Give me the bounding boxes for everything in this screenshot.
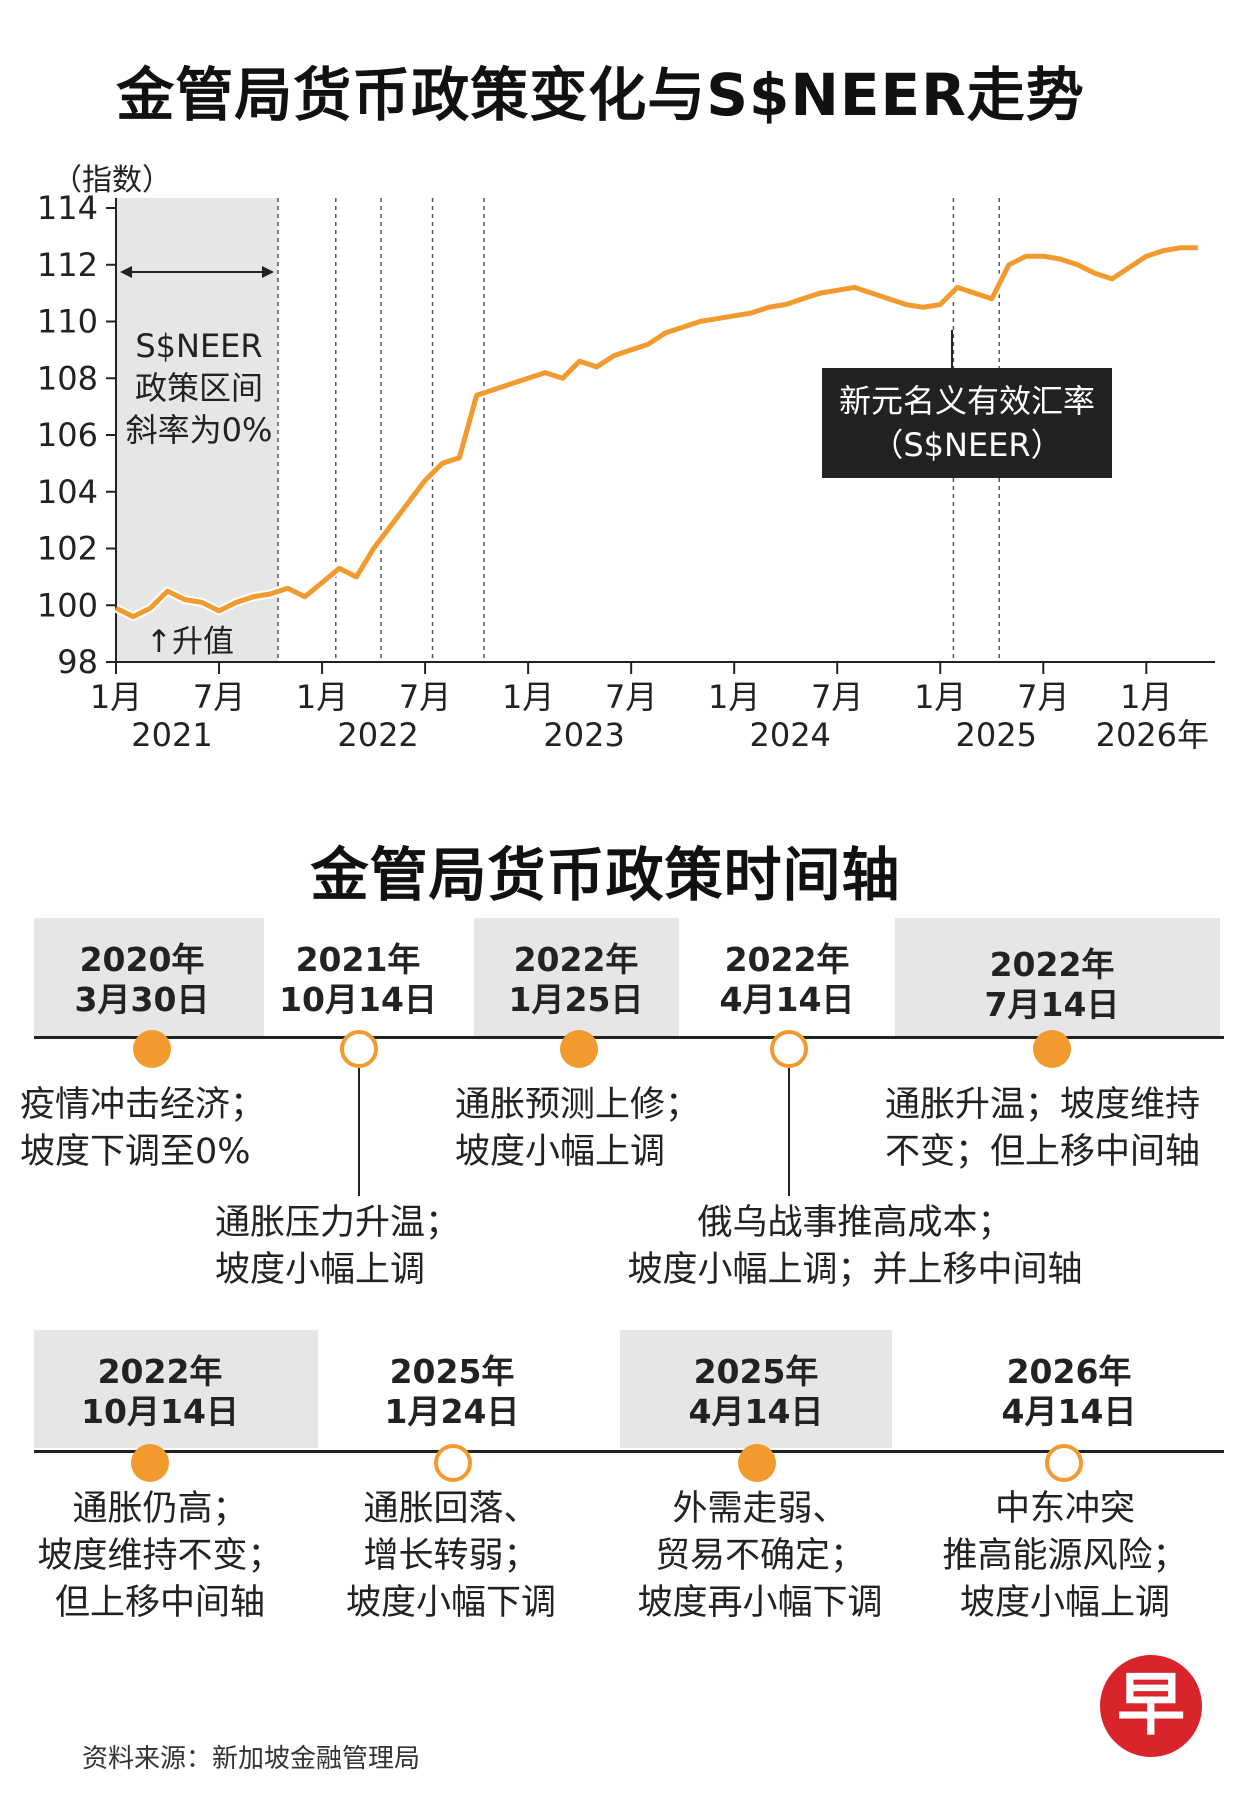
timeline-band-8	[620, 1330, 892, 1448]
sneer-line	[114, 245, 1198, 620]
timeline-description: 通胀升温；坡度维持 不变；但上移中间轴	[885, 1085, 1201, 1172]
timeline-date: 2022年 1月25日	[508, 940, 644, 1019]
zero-slope-shaded-region	[116, 198, 278, 662]
y-axis-label: （指数）	[52, 163, 172, 198]
zero-slope-annotation: 斜率为0%	[126, 411, 273, 449]
x-tick-month-label: 1月	[1120, 678, 1172, 716]
source-note: 资料来源：新加坡金融管理局	[82, 1744, 421, 1774]
series-label-text: （S$NEER）	[871, 426, 1062, 464]
zero-slope-annotation: S$NEER	[135, 327, 262, 365]
x-tick-month-label: 1月	[502, 678, 554, 716]
timeline-marker-hollow	[340, 1030, 378, 1068]
y-tick-label: 102	[37, 530, 98, 568]
zero-slope-annotation: 政策区间	[135, 369, 263, 407]
timeline-marker-filled	[131, 1444, 169, 1482]
timeline-date: 2026年 4月14日	[1001, 1352, 1137, 1431]
y-tick-label: 108	[37, 359, 98, 397]
y-tick-label: 114	[37, 189, 98, 227]
x-tick-year-label: 2024	[749, 716, 830, 750]
x-tick-month-label: 7月	[193, 678, 245, 716]
timeline-description: 外需走弱、 贸易不确定； 坡度再小幅下调	[637, 1489, 883, 1623]
arrow-right-icon	[261, 266, 274, 278]
y-tick-label: 98	[57, 643, 98, 681]
timeline-title: 金管局货币政策时间轴	[310, 841, 901, 909]
timeline-connector	[358, 1068, 360, 1196]
timeline-description: 通胀仍高； 坡度维持不变； 但上移中间轴	[37, 1489, 283, 1623]
x-tick-year-label: 2023	[543, 716, 624, 750]
timeline-band-5	[895, 918, 1220, 1036]
y-tick-label: 104	[37, 473, 98, 511]
x-tick-month-label: 7月	[1017, 678, 1069, 716]
y-tick-label: 110	[37, 303, 98, 341]
y-tick-label: 100	[37, 586, 98, 624]
appreciation-label: ↑升值	[146, 624, 234, 660]
timeline-date: 2022年 10月14日	[81, 1352, 239, 1431]
chart-title: 金管局货币政策变化与S$NEER走势	[116, 61, 1085, 129]
timeline-description: 通胀回落、 增长转弱； 坡度小幅下调	[345, 1489, 556, 1623]
timeline-description: 通胀预测上修； 坡度小幅上调	[455, 1085, 701, 1172]
timeline-band-1	[34, 918, 264, 1036]
timeline-marker-filled	[738, 1444, 776, 1482]
timeline-band-6	[34, 1330, 318, 1448]
timeline-marker-filled	[133, 1030, 171, 1068]
timeline-axis-1	[34, 1036, 1224, 1039]
x-tick-year-label: 2026年	[1096, 716, 1209, 750]
x-tick-year-label: 2022	[337, 716, 418, 750]
x-tick-month-label: 1月	[708, 678, 760, 716]
timeline-connector	[788, 1068, 790, 1196]
timeline-marker-filled	[1033, 1030, 1071, 1068]
x-tick-month-label: 1月	[296, 678, 348, 716]
y-tick-label: 112	[37, 246, 98, 284]
y-tick-label: 106	[37, 416, 98, 454]
timeline-date: 2020年 3月30日	[74, 940, 210, 1019]
x-tick-month-label: 7月	[811, 678, 863, 716]
timeline-axis-2	[34, 1450, 1224, 1453]
timeline-band-3	[474, 918, 679, 1036]
arrow-left-icon	[120, 266, 132, 278]
timeline-marker-hollow	[1045, 1444, 1083, 1482]
zaobao-logo: 早	[1100, 1655, 1202, 1757]
timeline-description: 通胀压力升温； 坡度小幅上调	[215, 1203, 461, 1290]
timeline-description: 疫情冲击经济； 坡度下调至0%	[20, 1085, 266, 1172]
x-tick-year-label: 2025	[956, 716, 1037, 750]
timeline-description: 中东冲突 推高能源风险； 坡度小幅上调	[942, 1489, 1188, 1623]
timeline-date: 2021年 10月14日	[279, 940, 437, 1019]
x-tick-month-label: 1月	[90, 678, 142, 716]
x-tick-month-label: 7月	[399, 678, 451, 716]
x-tick-year-label: 2021	[131, 716, 212, 750]
series-label-text: 新元名义有效汇率	[839, 382, 1095, 420]
timeline-description: 俄乌战事推高成本； 坡度小幅上调；并上移中间轴	[627, 1203, 1083, 1290]
timeline-date: 2022年 4月14日	[719, 940, 855, 1019]
timeline-date: 2025年 1月24日	[384, 1352, 520, 1431]
timeline-marker-filled	[560, 1030, 598, 1068]
timeline-marker-hollow	[770, 1030, 808, 1068]
x-tick-month-label: 1月	[914, 678, 966, 716]
timeline-date: 2022年 7月14日	[984, 945, 1120, 1024]
timeline-marker-hollow	[434, 1444, 472, 1482]
series-label-box	[822, 368, 1112, 478]
timeline-date: 2025年 4月14日	[688, 1352, 824, 1431]
x-tick-month-label: 7月	[605, 678, 657, 716]
